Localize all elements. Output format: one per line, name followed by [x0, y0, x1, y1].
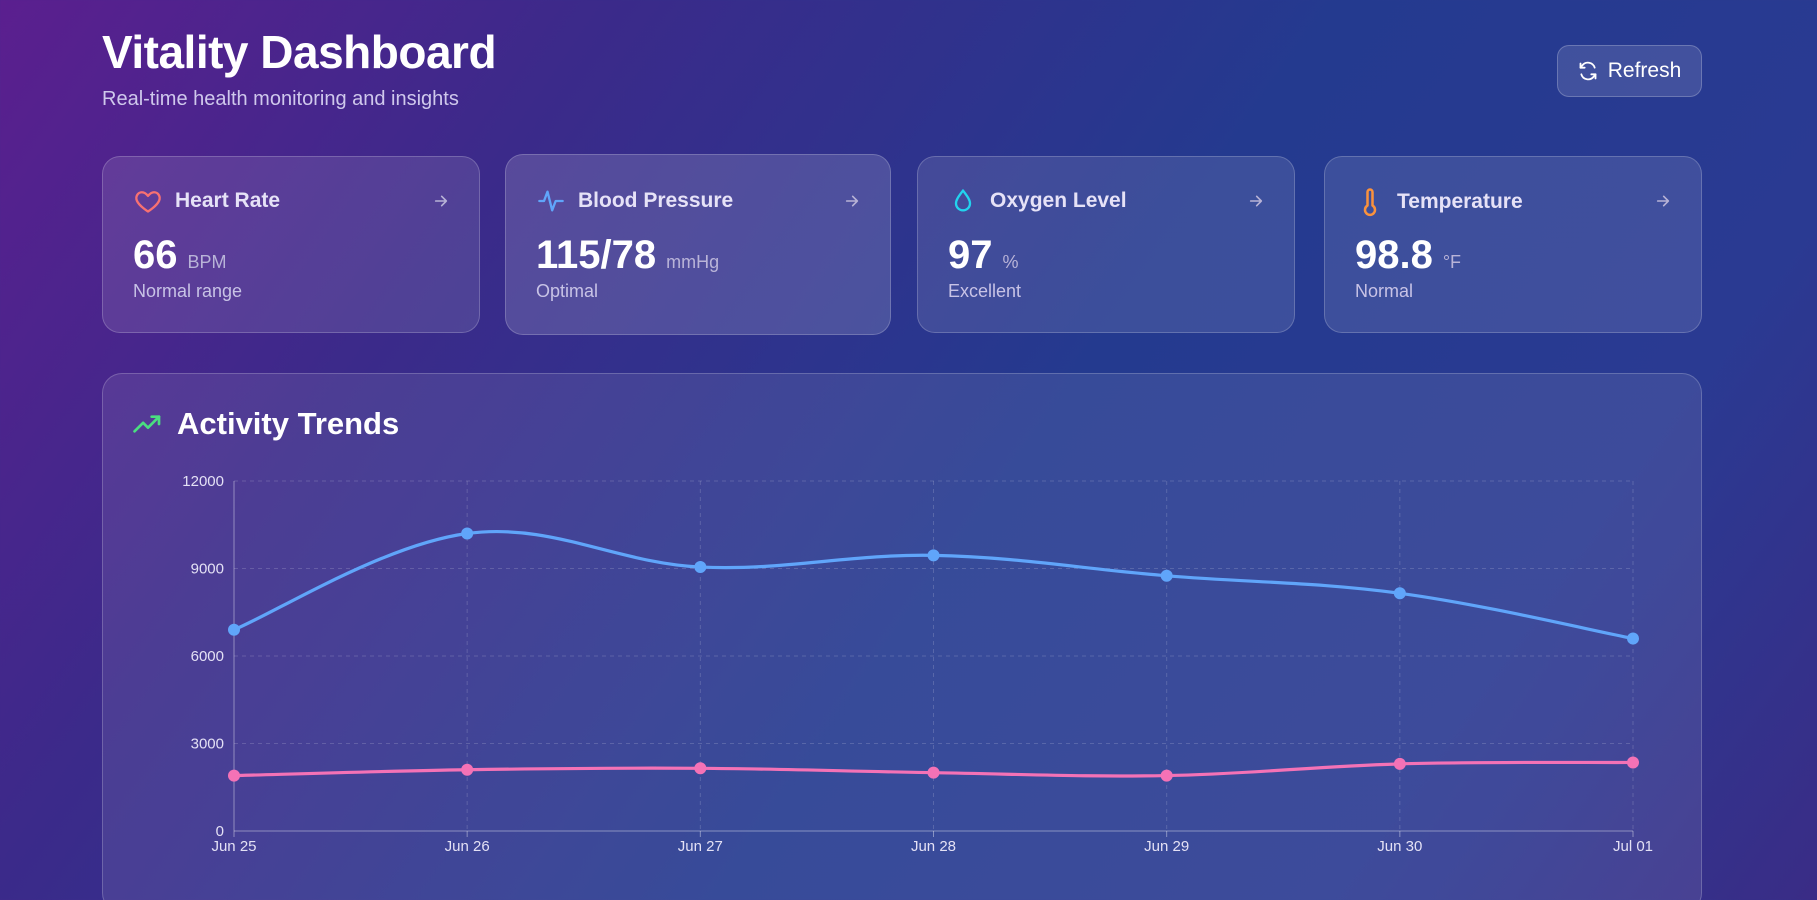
arrow-right-icon[interactable]	[1655, 193, 1671, 209]
temperature-card[interactable]: Temperature 98.8 °F Normal	[1324, 156, 1702, 333]
arrow-right-icon[interactable]	[1248, 193, 1264, 209]
card-unit: BPM	[187, 252, 227, 272]
y-tick-label: 12000	[182, 473, 224, 490]
data-point[interactable]	[228, 623, 240, 636]
blood-pressure-card[interactable]: Blood Pressure 115/78 mmHg Optimal	[505, 154, 891, 335]
x-tick-label: Jun 26	[445, 838, 490, 855]
refresh-icon	[1579, 61, 1597, 81]
x-tick-label: Jun 25	[211, 838, 256, 855]
data-point[interactable]	[694, 561, 707, 574]
data-point[interactable]	[694, 762, 707, 775]
activity-trends-panel: Activity Trends 0 3000 6000 9000 12000 Jun 25…	[102, 373, 1702, 900]
data-point[interactable]	[1627, 632, 1639, 645]
data-point[interactable]	[1627, 756, 1639, 769]
card-status: Optimal	[536, 281, 599, 301]
data-point[interactable]	[461, 527, 474, 540]
card-status: Normal range	[133, 281, 243, 301]
y-tick-label: 3000	[191, 736, 224, 753]
arrow-right-icon[interactable]	[844, 193, 860, 209]
chart-title: Activity Trends	[177, 406, 400, 441]
card-value: 115/78	[536, 233, 657, 277]
page-subtitle: Real-time health monitoring and insights	[102, 88, 459, 110]
card-label: Heart Rate	[175, 189, 281, 212]
thermometer-icon	[1363, 188, 1377, 217]
data-point[interactable]	[461, 763, 474, 776]
refresh-label: Refresh	[1607, 59, 1682, 82]
activity-chart[interactable]: 0 3000 6000 9000 12000 Jun 25 Jun 26 Jun 27 Jun …	[103, 374, 1703, 900]
oxygen-level-card[interactable]: Oxygen Level 97 % Excellent	[917, 156, 1295, 333]
x-tick-label: Jun 29	[1144, 838, 1189, 855]
heart-icon	[135, 191, 161, 213]
data-point[interactable]	[1393, 587, 1406, 600]
data-point[interactable]	[228, 769, 240, 782]
card-value: 97	[948, 233, 993, 277]
data-point[interactable]	[1160, 769, 1173, 782]
card-status: Normal	[1355, 281, 1414, 301]
droplet-icon	[954, 189, 972, 212]
y-tick-label: 6000	[191, 648, 224, 665]
x-tick-label: Jun 30	[1377, 838, 1422, 855]
arrow-right-icon[interactable]	[433, 193, 449, 209]
x-tick-label: Jul 01	[1613, 838, 1653, 855]
data-point[interactable]	[927, 549, 940, 562]
card-unit: mmHg	[666, 252, 720, 272]
data-point[interactable]	[1393, 757, 1406, 770]
data-point[interactable]	[927, 766, 940, 779]
card-unit: °F	[1442, 252, 1462, 272]
x-tick-label: Jun 28	[911, 838, 956, 855]
card-value: 66	[133, 233, 178, 277]
refresh-button[interactable]: Refresh	[1557, 45, 1702, 97]
card-status: Excellent	[948, 281, 1022, 301]
page-title: Vitality Dashboard	[102, 26, 497, 78]
y-tick-label: 0	[216, 823, 224, 840]
trending-up-icon	[133, 415, 161, 433]
card-label: Blood Pressure	[578, 189, 734, 212]
header: Vitality Dashboard Real-time health moni…	[102, 26, 497, 111]
card-label: Temperature	[1397, 190, 1523, 213]
heart-rate-card[interactable]: Heart Rate 66 BPM Normal range	[102, 156, 480, 333]
card-unit: %	[1002, 252, 1019, 272]
y-tick-label: 9000	[191, 561, 224, 578]
card-value: 98.8	[1355, 233, 1433, 277]
data-point[interactable]	[1160, 569, 1173, 582]
pulse-icon	[538, 190, 564, 212]
x-tick-label: Jun 27	[678, 838, 723, 855]
card-label: Oxygen Level	[990, 189, 1127, 212]
